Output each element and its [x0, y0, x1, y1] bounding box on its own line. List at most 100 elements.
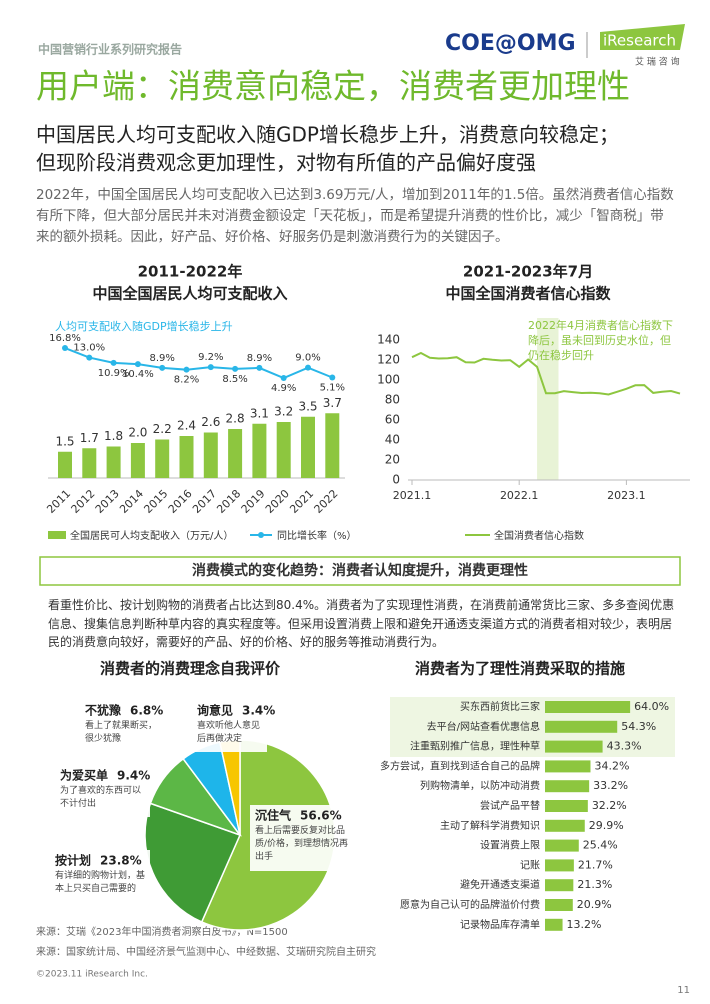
bar-label: 21.3% — [577, 878, 612, 891]
growth-label: 4.9% — [271, 383, 296, 394]
bar-label: 32.2% — [592, 799, 627, 812]
growth-point — [256, 364, 263, 371]
bar-label: 2.2 — [153, 422, 172, 436]
chart-title: 2021-2023年7月 — [463, 263, 593, 281]
bar — [545, 859, 574, 872]
y-tick-label: 80 — [385, 393, 400, 407]
growth-point — [110, 359, 117, 366]
bar-category: 列购物清单，以防冲动消费 — [420, 779, 540, 792]
slice-value: 23.8% — [100, 854, 142, 868]
growth-label: 9.2% — [198, 352, 223, 363]
growth-point — [280, 375, 287, 381]
subtitle: 但现阶段消费观念更加理性，对物有所值的产品偏好度强 — [36, 151, 536, 175]
bar-label: 54.3% — [621, 720, 656, 733]
annotation: 人均可支配收入随GDP增长稳步上升 — [55, 319, 233, 333]
x-label: 2012 — [69, 487, 98, 516]
x-label: 2020 — [263, 487, 292, 516]
bar-label: 1.8 — [104, 429, 123, 443]
title: 用户端：消费意向稳定，消费者更加理性 — [36, 67, 630, 106]
growth-label: 10.9% — [98, 368, 130, 379]
bar-label: 43.3% — [607, 740, 642, 753]
growth-label: 13.0% — [73, 343, 105, 354]
growth-line — [64, 347, 333, 380]
page-number: 11 — [677, 985, 690, 996]
bar-label: 3.1 — [250, 406, 269, 420]
chart-title: 2011-2022年 — [138, 263, 243, 281]
bar — [545, 740, 603, 753]
legend-label: 同比增长率（%） — [277, 529, 357, 542]
bar — [545, 760, 591, 773]
bar — [545, 701, 631, 713]
slice-name: 不犹豫 — [85, 703, 121, 718]
growth-point — [232, 365, 239, 372]
bar-label: 2.0 — [128, 426, 147, 440]
bar — [545, 780, 590, 793]
bar — [545, 720, 618, 733]
bar-label: 34.2% — [594, 759, 629, 772]
legend-label: 全国居民可人均支配收入（万元/人） — [70, 529, 233, 542]
copyright: ©2023.11 iResearch Inc. — [36, 970, 148, 980]
growth-label: 8.5% — [222, 374, 247, 385]
bar-label: 3.5 — [298, 399, 317, 413]
bar — [228, 429, 243, 478]
bar — [545, 879, 574, 892]
bar-label: 2.4 — [177, 419, 196, 433]
bar-label: 3.7 — [323, 396, 342, 410]
y-tick-label: 120 — [377, 353, 400, 367]
chart-title: 中国全国居民人均可支配收入 — [92, 285, 287, 303]
logo: COE@OMG — [445, 31, 576, 56]
x-tick-label: 2021.1 — [393, 489, 432, 502]
slice-name: 为爱买单 — [60, 768, 108, 783]
growth-point — [62, 345, 68, 352]
slice-desc: 为了喜欢的东西可以不计付出 — [60, 786, 142, 809]
label-box — [80, 700, 165, 752]
bar — [155, 439, 170, 478]
bar-label: 20.9% — [577, 898, 612, 911]
slice-name: 沉住气 — [255, 808, 291, 823]
bar-label: 13.2% — [567, 918, 602, 931]
growth-point — [207, 364, 214, 371]
label-box — [50, 850, 150, 902]
bar-category: 主动了解科学消费知识 — [440, 819, 540, 832]
growth-label: 8.2% — [174, 375, 199, 386]
slice-desc: 喜欢听他人意见后再做决定 — [197, 721, 261, 744]
label-box — [192, 700, 267, 752]
bar — [545, 819, 585, 832]
slice-name: 按计划 — [55, 853, 91, 868]
logo: iResearch — [603, 32, 676, 50]
growth-label: 16.8% — [49, 333, 81, 344]
growth-label: 8.9% — [247, 353, 272, 364]
x-label: 2011 — [44, 487, 73, 516]
bar — [545, 839, 579, 852]
x-label: 2014 — [117, 487, 146, 516]
bar-category: 买东西前货比三家 — [460, 700, 540, 713]
label-box — [250, 805, 360, 871]
label-box — [55, 765, 150, 817]
bar-category: 愿意为自己认可的品牌溢价付费 — [400, 898, 540, 911]
growth-point — [329, 374, 336, 381]
chart-title: 消费者的消费理念自我评价 — [100, 660, 281, 678]
slice-value: 56.6% — [300, 809, 342, 823]
x-label: 2021 — [287, 487, 316, 516]
legend-swatch — [258, 532, 264, 538]
growth-point — [86, 354, 93, 361]
source: 来源：国家统计局、中国经济景气监测中心、中经数据、艾瑞研究院自主研究 — [36, 945, 376, 958]
bar — [325, 413, 340, 478]
bar — [203, 432, 218, 478]
bar — [252, 423, 267, 478]
slice-desc: 有详细的购物计划，基本上只买自己需要的 — [55, 871, 146, 894]
bar-label: 29.9% — [589, 819, 624, 832]
bar-label: 2.6 — [201, 415, 220, 429]
chart-title: 中国全国消费者信心指数 — [445, 285, 611, 303]
bar-category: 尝试产品平替 — [480, 799, 540, 812]
bar — [301, 416, 315, 478]
bar — [58, 451, 72, 478]
bar-category: 多方尝试，直到找到适合自己的品牌 — [380, 759, 540, 772]
bar — [106, 446, 121, 478]
slice-value: 9.4% — [117, 769, 150, 783]
x-label: 2017 — [190, 487, 219, 516]
bar-label: 1.5 — [55, 434, 74, 448]
bar-label: 2.8 — [226, 412, 245, 426]
